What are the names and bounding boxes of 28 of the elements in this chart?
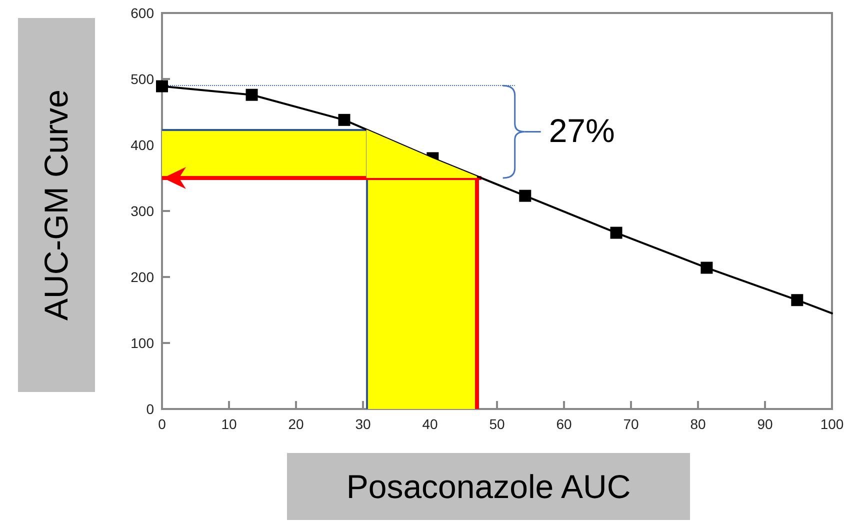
point	[700, 262, 713, 274]
x-tick-label: 10	[221, 416, 237, 432]
point	[338, 114, 350, 126]
annotation: 27%	[548, 112, 615, 150]
y-tick-label: 500	[130, 71, 154, 87]
y-tick-label: 300	[130, 203, 154, 219]
x-tick-label: 90	[757, 416, 773, 432]
x-tick-label: 0	[158, 416, 166, 432]
point	[791, 294, 804, 306]
y-tick-label: 200	[130, 269, 154, 285]
y-tick-label: 600	[130, 5, 154, 21]
x-tick-label: 40	[422, 416, 438, 432]
y-tick-label: 400	[130, 137, 154, 153]
point	[156, 80, 168, 92]
y-axis-title: AUC-GM Curve	[38, 89, 76, 321]
x-tick-label: 100	[820, 416, 844, 432]
point	[246, 88, 258, 101]
y-tick-label: 100	[130, 335, 154, 351]
y-tick-label: 0	[146, 401, 154, 417]
x-tick-label: 70	[623, 416, 639, 432]
x-tick-label: 80	[690, 416, 706, 432]
x-tick-label: 30	[355, 416, 371, 432]
point	[519, 190, 532, 202]
x-axis-title: Posaconazole AUC	[287, 453, 690, 520]
x-tick-label: 50	[489, 416, 505, 432]
x-tick-label: 20	[288, 416, 304, 432]
x-tick-label: 60	[556, 416, 572, 432]
point	[610, 226, 622, 239]
